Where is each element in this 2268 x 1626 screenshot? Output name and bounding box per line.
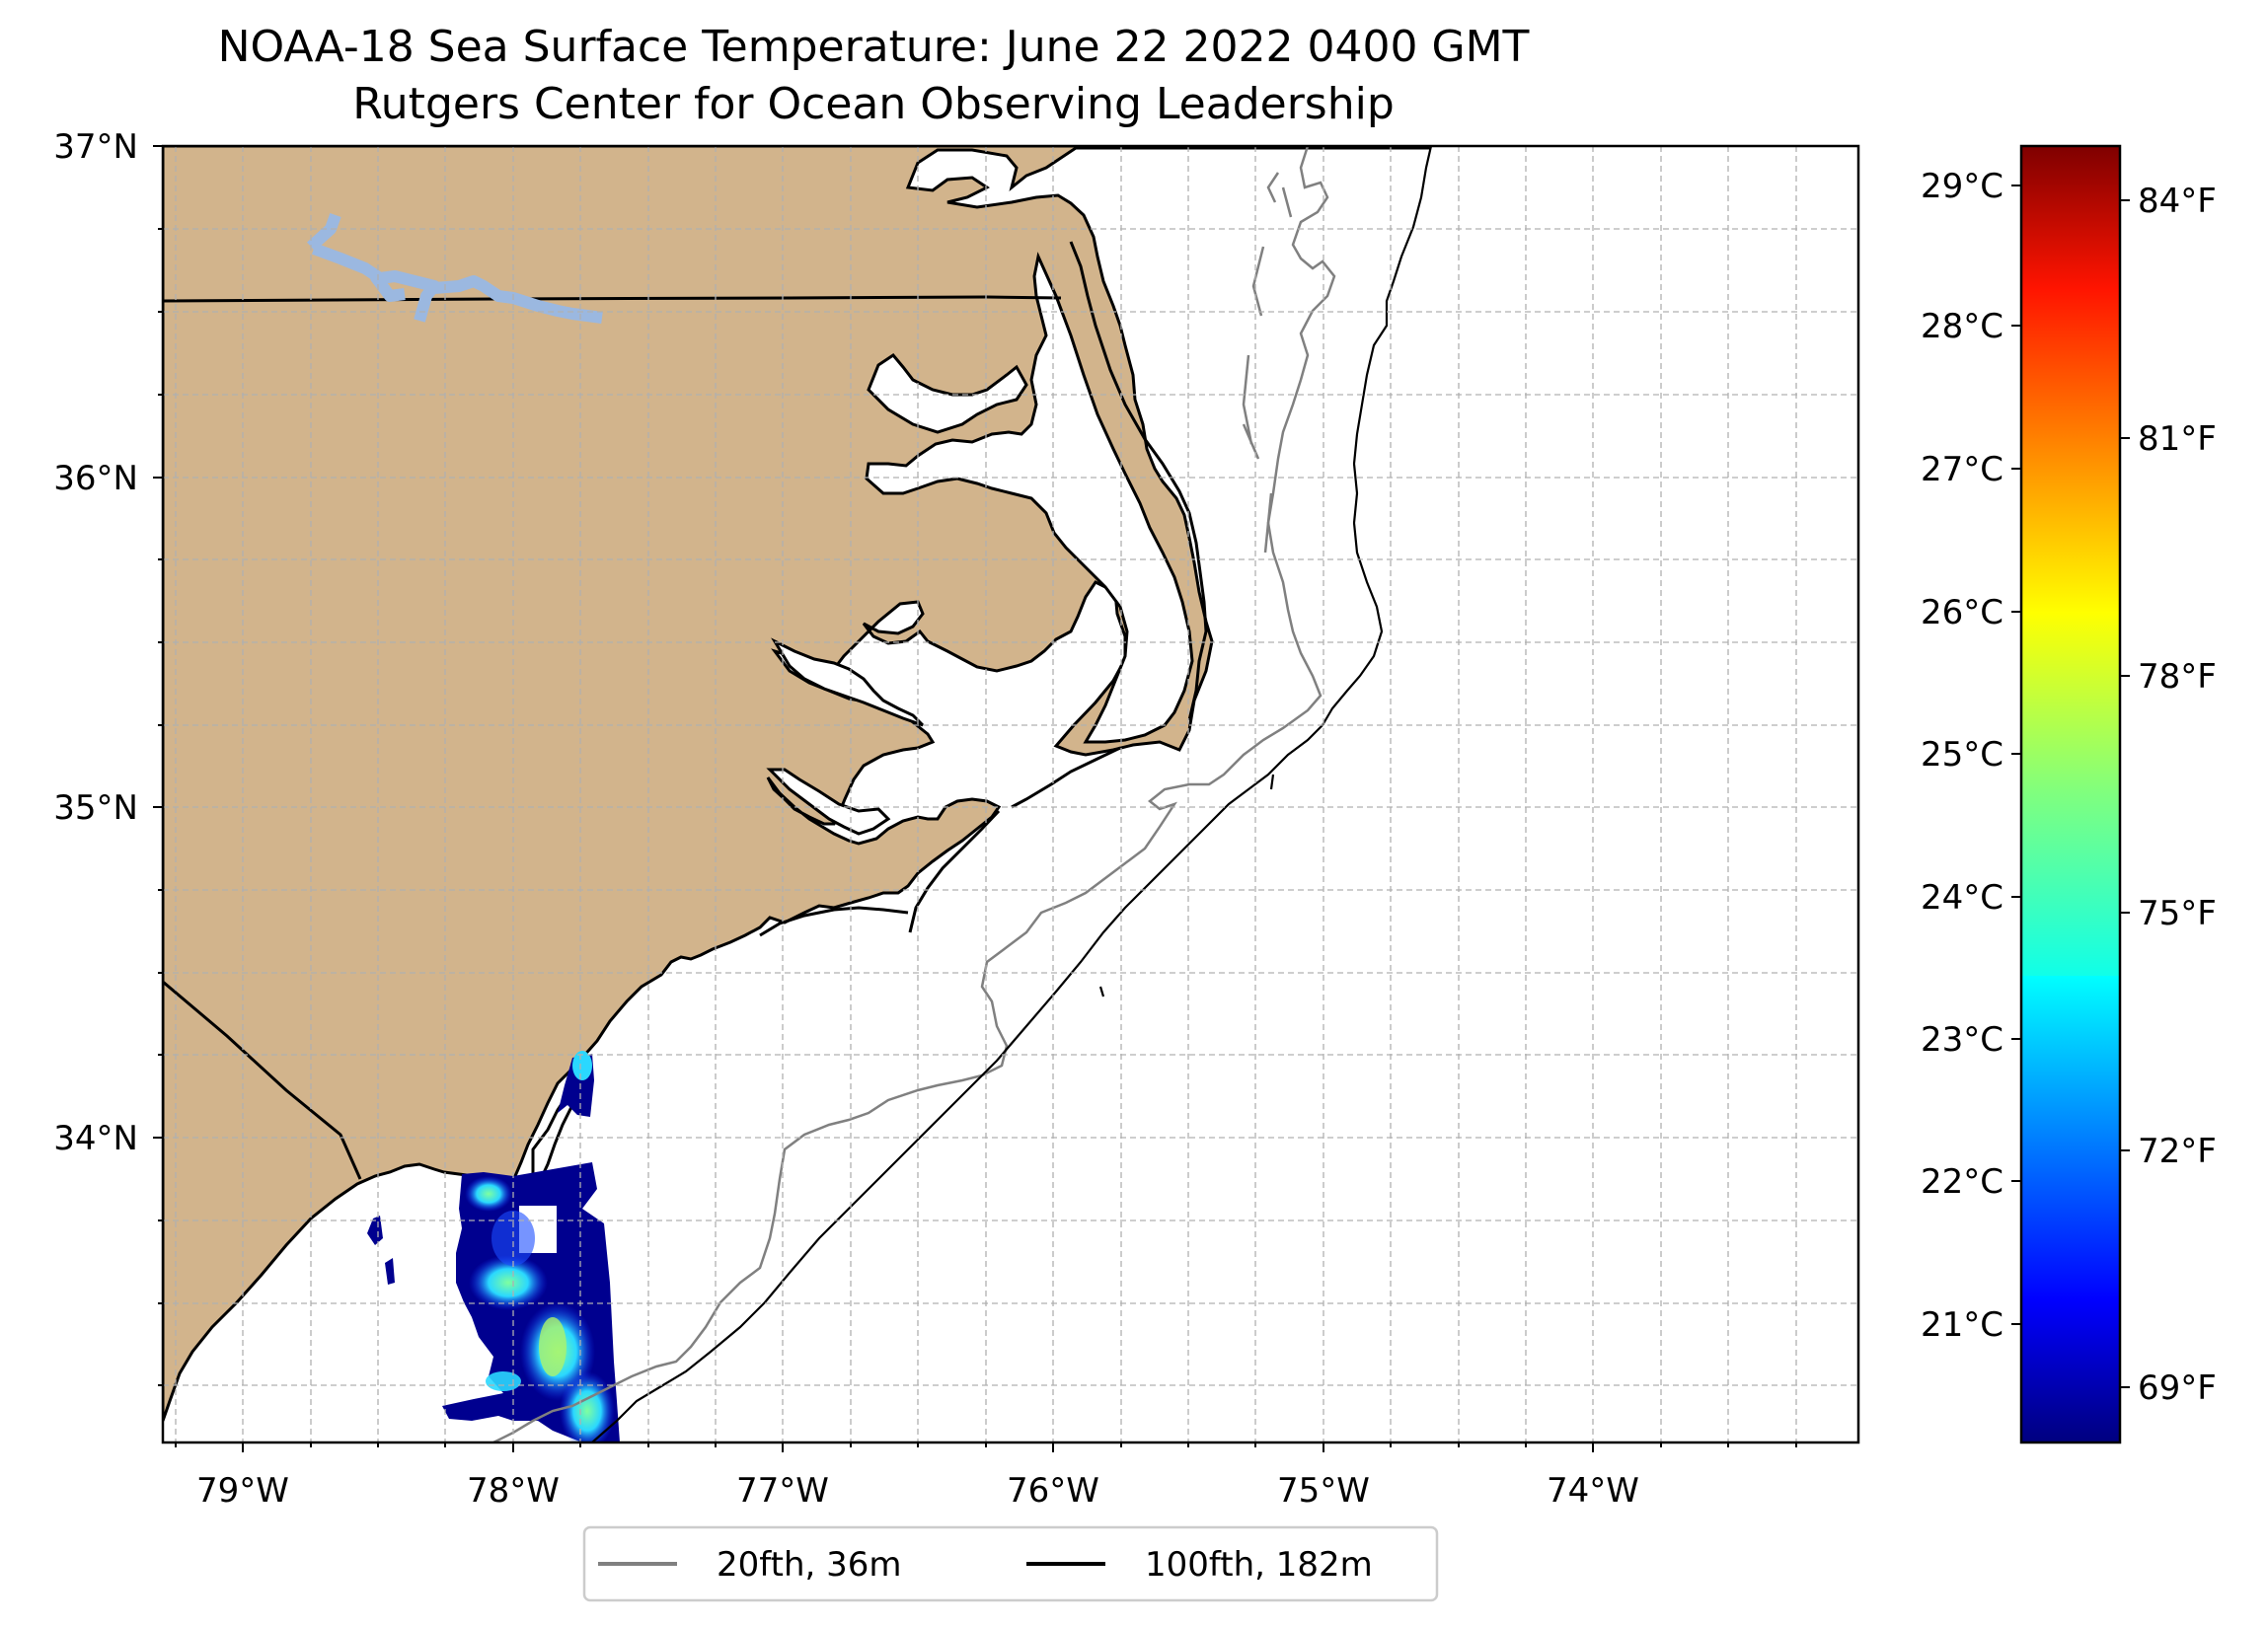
fahrenheit-label: 81°F — [2138, 419, 2217, 459]
legend-label-100fth: 100fth, 182m — [1145, 1545, 1373, 1585]
celsius-labels: 29°C 28°C 27°C 26°C 25°C 24°C 23°C 22°C … — [1921, 167, 2003, 1345]
celsius-label: 24°C — [1921, 878, 2003, 918]
lat-label: 34°N — [53, 1119, 138, 1158]
celsius-label: 26°C — [1921, 593, 2003, 632]
lon-label: 75°W — [1277, 1471, 1370, 1511]
lat-label: 36°N — [53, 459, 138, 498]
celsius-label: 21°C — [1921, 1305, 2003, 1345]
celsius-label: 29°C — [1921, 167, 2003, 206]
lon-label: 74°W — [1547, 1471, 1639, 1511]
lon-labels: 79°W 78°W 77°W 76°W 75°W 74°W — [196, 1471, 1639, 1511]
fahrenheit-label: 75°F — [2138, 894, 2217, 933]
legend: 20fth, 36m 100fth, 182m — [584, 1527, 1437, 1600]
fahrenheit-label: 78°F — [2138, 657, 2217, 697]
lon-label: 79°W — [196, 1471, 289, 1511]
lat-label: 37°N — [53, 127, 138, 167]
fahrenheit-label: 72°F — [2138, 1132, 2217, 1171]
colorbar — [2021, 146, 2120, 1442]
lat-labels: 37°N 36°N 35°N 34°N — [53, 127, 138, 1158]
celsius-label: 23°C — [1921, 1020, 2003, 1060]
celsius-label: 27°C — [1921, 450, 2003, 489]
fahrenheit-label: 69°F — [2138, 1368, 2217, 1408]
fahrenheit-labels: 84°F 81°F 78°F 75°F 72°F 69°F — [2138, 182, 2217, 1408]
legend-label-20fth: 20fth, 36m — [717, 1545, 902, 1585]
celsius-label: 25°C — [1921, 735, 2003, 775]
lat-label: 35°N — [53, 788, 138, 828]
celsius-label: 28°C — [1921, 307, 2003, 346]
fahrenheit-label: 84°F — [2138, 182, 2217, 221]
lon-label: 76°W — [1007, 1471, 1099, 1511]
lon-label: 78°W — [467, 1471, 560, 1511]
map-area — [163, 146, 1858, 1450]
celsius-label: 22°C — [1921, 1162, 2003, 1202]
lon-label: 77°W — [736, 1471, 829, 1511]
